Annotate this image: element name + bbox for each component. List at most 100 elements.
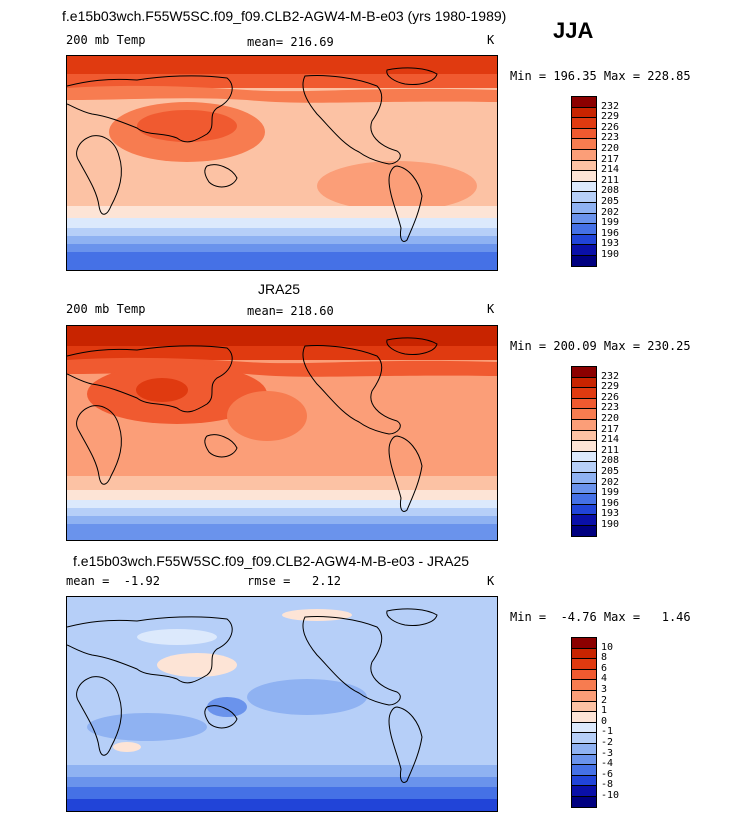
panel2-colorbar-swatch bbox=[571, 525, 597, 537]
panel1-south-pacific-region bbox=[317, 161, 477, 211]
panel3-colorbar-label: -2 bbox=[601, 737, 614, 748]
panel2-units-label: K bbox=[487, 302, 495, 316]
panel3-colorbar-label: -1 bbox=[601, 726, 614, 738]
panel2-colorbar-label: 214 bbox=[601, 434, 620, 446]
panel3-colorbar-label: -8 bbox=[601, 779, 614, 791]
panel2-title: JRA25 bbox=[258, 281, 301, 297]
panel2-colorbar-label: 205 bbox=[601, 466, 620, 477]
panel2-coastlines bbox=[67, 337, 438, 512]
panel2-map bbox=[66, 325, 498, 541]
panel3-colorbar-label: -6 bbox=[601, 768, 614, 780]
panel1-colorbar-label: 229 bbox=[601, 111, 620, 123]
panel2-colorbar-label: 190 bbox=[601, 519, 620, 530]
panel3-units-label: K bbox=[487, 574, 495, 588]
panel2-band-polar-north bbox=[67, 326, 497, 346]
panel3-colorbar-label: 10 bbox=[601, 641, 614, 653]
panel3-colorbar-label: -10 bbox=[601, 790, 620, 801]
panel1-mean-label: mean= 216.69 bbox=[247, 35, 334, 49]
panel3-maritime-cool-core bbox=[207, 697, 247, 717]
panel2-colorbar: 232 229 226 223 220 217 214 211 208 205 202 199 196 1… bbox=[571, 366, 631, 538]
panel1-minmax-label: Min = 196.35 Max = 228.85 bbox=[510, 69, 691, 83]
panel3-north-light-patch bbox=[137, 629, 217, 645]
panel2-colorbar-label: 211 bbox=[601, 444, 620, 456]
panel3-colorbar-label: 1 bbox=[601, 705, 608, 717]
panel1-colorbar-label: 217 bbox=[601, 153, 620, 165]
panel1-band-subtropics-south bbox=[67, 206, 497, 218]
panel2-colorbar-label: 217 bbox=[601, 423, 620, 435]
panel1-colorbar-label: 193 bbox=[601, 238, 620, 250]
panel1-colorbar-label: 220 bbox=[601, 143, 620, 154]
panel1-colorbar-label: 226 bbox=[601, 121, 620, 133]
panel1-band-65s bbox=[67, 244, 497, 252]
panel2-band-65s bbox=[67, 516, 497, 524]
panel3-colorbar-label: -3 bbox=[601, 747, 614, 759]
panel3-colorbar: 10 8 6 4 3 2 1 0 -1 -2 -3 -4 -6 -8 -10 bbox=[571, 637, 631, 809]
panel1-title: f.e15b03wch.F55W5SC.f09_f09.CLB2-AGW4-M-… bbox=[62, 8, 507, 24]
panel3-asia-warm-patch bbox=[157, 653, 237, 677]
panel2-colorbar-label: 223 bbox=[601, 402, 620, 414]
panel2-west-pacific-region bbox=[227, 391, 307, 441]
panel2-colorbar-label: 226 bbox=[601, 391, 620, 403]
panel2-colorbar-label: 193 bbox=[601, 508, 620, 520]
panel3-colorbar-label: 8 bbox=[601, 652, 608, 664]
panel1-colorbar-label: 196 bbox=[601, 227, 620, 239]
panel2-band-high-north bbox=[67, 346, 497, 360]
panel1-colorbar-label: 211 bbox=[601, 174, 620, 186]
panel3-colorbar-label: 0 bbox=[601, 715, 608, 727]
panel2-colorbar-label: 199 bbox=[601, 487, 620, 499]
panel3-band-45s bbox=[67, 765, 497, 777]
panel2-minmax-label: Min = 200.09 Max = 230.25 bbox=[510, 339, 691, 353]
panel3-band-65s bbox=[67, 787, 497, 799]
panel1-colorbar-label: 214 bbox=[601, 164, 620, 176]
panel2-asia-warm-core bbox=[136, 378, 188, 402]
panel3-minmax-label: Min = -4.76 Max = 1.46 bbox=[510, 610, 691, 624]
panel3-mean-label: mean = -1.92 bbox=[66, 574, 160, 588]
panel1-band-polar-south bbox=[67, 252, 497, 270]
panel1-colorbar-label: 199 bbox=[601, 217, 620, 229]
panel3-map bbox=[66, 596, 498, 812]
panel2-band-polar-south bbox=[67, 524, 497, 540]
panel1-colorbar-swatch bbox=[571, 255, 597, 267]
panel3-south-warm-patch bbox=[113, 742, 141, 752]
panel3-pacific-cool-region bbox=[247, 679, 367, 715]
panel2-colorbar-label: 202 bbox=[601, 476, 620, 488]
panel3-colorbar-label: 2 bbox=[601, 694, 608, 706]
panel1-asia-warm-core bbox=[137, 110, 237, 142]
panel3-band-polar-south bbox=[67, 799, 497, 811]
panel1-coastlines bbox=[67, 67, 438, 242]
panel1-colorbar-label: 208 bbox=[601, 185, 620, 197]
panel1-map bbox=[66, 55, 498, 271]
panel2-mean-label: mean= 218.60 bbox=[247, 304, 334, 318]
panel3-colorbar-swatch bbox=[571, 796, 597, 808]
panel1-band-45s bbox=[67, 228, 497, 236]
panel1-band-30s bbox=[67, 218, 497, 228]
panel1-units-label: K bbox=[487, 33, 495, 47]
panel1-colorbar-label: 202 bbox=[601, 206, 620, 218]
panel2-colorbar-label: 229 bbox=[601, 381, 620, 393]
panel3-colorbar-label: 3 bbox=[601, 684, 608, 695]
panel3-title: f.e15b03wch.F55W5SC.f09_f09.CLB2-AGW4-M-… bbox=[73, 553, 470, 569]
season-label: JJA bbox=[553, 18, 594, 43]
panel3-colorbar-label: 6 bbox=[601, 662, 608, 674]
panel2-colorbar-label: 232 bbox=[601, 370, 620, 382]
panel3-north-warm-patch bbox=[282, 609, 352, 621]
panel1-field-label: 200 mb Temp bbox=[66, 33, 146, 47]
panel2-colorbar-label: 220 bbox=[601, 413, 620, 424]
panel3-indian-cool-region bbox=[87, 713, 207, 741]
panel1-band-mid-north bbox=[67, 85, 497, 103]
panel2-band-subtropics-south bbox=[67, 476, 497, 490]
panel3-band-55s bbox=[67, 777, 497, 787]
panel2-band-45s bbox=[67, 500, 497, 508]
panel1-colorbar-label: 190 bbox=[601, 249, 620, 260]
panel2-colorbar-label: 208 bbox=[601, 455, 620, 467]
panel3-colorbar-label: 4 bbox=[601, 673, 608, 685]
panel3-colorbar-label: -4 bbox=[601, 758, 614, 770]
panel2-band-30s bbox=[67, 490, 497, 500]
panel2-colorbar-label: 196 bbox=[601, 497, 620, 509]
panel1-colorbar: 232 229 226 223 220 217 214 211 208 205 202 199 196 1… bbox=[571, 96, 631, 268]
panel2-band-55s bbox=[67, 508, 497, 516]
panel3-coastlines bbox=[67, 608, 438, 783]
panel1-colorbar-label: 205 bbox=[601, 196, 620, 207]
panel1-colorbar-label: 223 bbox=[601, 132, 620, 144]
panel1-band-55s bbox=[67, 236, 497, 244]
